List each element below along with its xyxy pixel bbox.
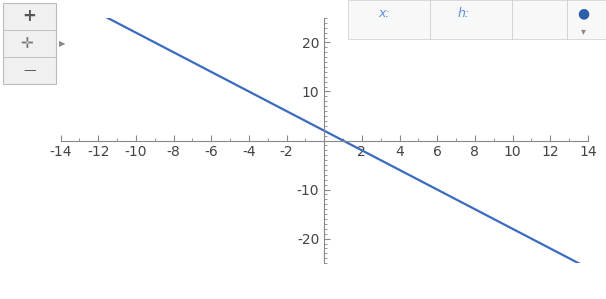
- Text: ✛: ✛: [20, 36, 33, 51]
- Text: —: —: [23, 64, 36, 77]
- Text: x:: x:: [379, 7, 390, 20]
- Text: ▶: ▶: [59, 39, 65, 48]
- Text: ▾: ▾: [581, 26, 585, 36]
- Text: h:: h:: [458, 7, 470, 20]
- Text: +: +: [22, 7, 36, 25]
- Text: ●: ●: [577, 7, 589, 20]
